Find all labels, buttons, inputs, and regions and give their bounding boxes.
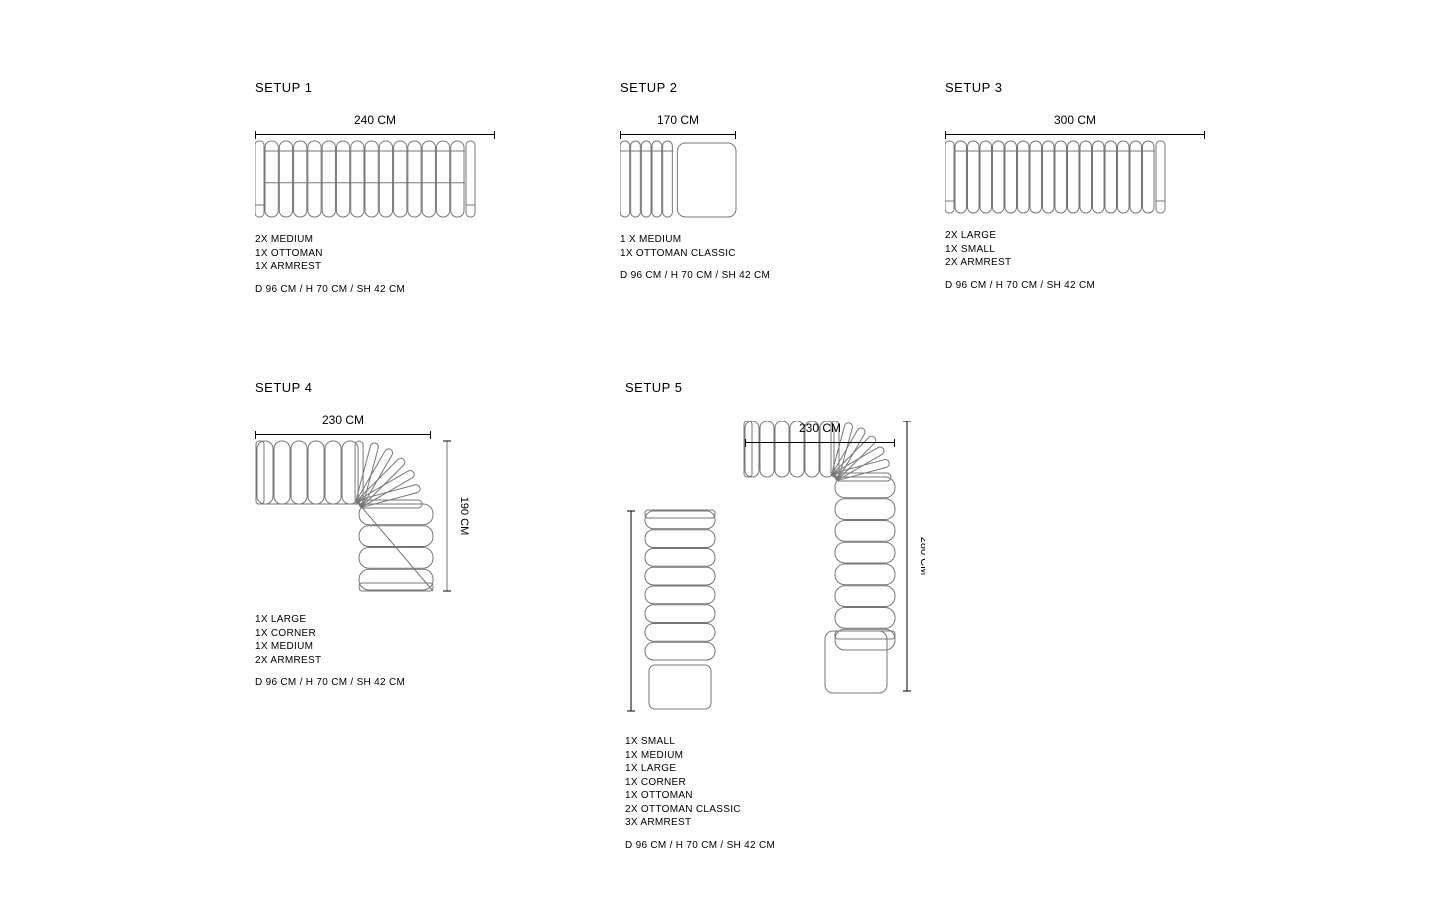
setup-3-components: 2X LARGE1X SMALL2X ARMREST xyxy=(945,229,1205,270)
setup-2-measure: D 96 CM / H 70 CM / SH 42 CM xyxy=(620,270,800,281)
setup-2-title: SETUP 2 xyxy=(620,80,800,95)
setup-3: SETUP 3 300 CM 2X LARGE1X SMALL2X ARMRES… xyxy=(945,80,1205,291)
component-line: 1X MEDIUM xyxy=(255,640,475,654)
component-line: 1X OTTOMAN xyxy=(625,789,885,803)
setup-2-width-label: 170 CM xyxy=(620,113,736,127)
component-line: 1X OTTOMAN CLASSIC xyxy=(620,247,800,261)
setup-3-title: SETUP 3 xyxy=(945,80,1205,95)
setup-1-measure: D 96 CM / H 70 CM / SH 42 CM xyxy=(255,284,495,295)
setup-4-width-label: 230 CM xyxy=(255,413,431,427)
component-line: 2X ARMREST xyxy=(945,256,1205,270)
setup-5-width-label: 230 CM xyxy=(745,421,895,435)
component-line: 1X CORNER xyxy=(255,627,475,641)
component-line: 1X ARMREST xyxy=(255,260,495,274)
setup-3-drawing xyxy=(945,139,1167,215)
component-line: 2X ARMREST xyxy=(255,654,475,668)
component-line: 2X MEDIUM xyxy=(255,233,495,247)
setup-4: SETUP 4 230 CM 190 CM 1X LARGE1X CORNER1… xyxy=(255,380,475,688)
setup-4-width-dim: 230 CM xyxy=(255,413,431,439)
component-line: 1X LARGE xyxy=(255,613,475,627)
component-line: 1X CORNER xyxy=(625,776,885,790)
setup-5-components: 1X SMALL1X MEDIUM1X LARGE1X CORNER1X OTT… xyxy=(625,735,885,830)
setup-1-components: 2X MEDIUM1X OTTOMAN1X ARMREST xyxy=(255,233,495,274)
setup-2: SETUP 2 170 CM 1 X MEDIUM1X OTTOMAN CLAS… xyxy=(620,80,800,281)
page: SETUP 1 240 CM 2X MEDIUM1X OTTOMAN1X ARM… xyxy=(0,0,1448,922)
component-line: 2X OTTOMAN CLASSIC xyxy=(625,803,885,817)
setup-5-title: SETUP 5 xyxy=(625,380,885,395)
setup-4-drawing: 190 CM xyxy=(255,439,471,599)
component-line: 1X MEDIUM xyxy=(625,749,885,763)
setup-4-measure: D 96 CM / H 70 CM / SH 42 CM xyxy=(255,677,475,688)
setup-1-width-dim: 240 CM xyxy=(255,113,495,139)
setup-3-measure: D 96 CM / H 70 CM / SH 42 CM xyxy=(945,280,1205,291)
component-line: 2X LARGE xyxy=(945,229,1205,243)
setup-1-title: SETUP 1 xyxy=(255,80,495,95)
setup-4-components: 1X LARGE1X CORNER1X MEDIUM2X ARMREST xyxy=(255,613,475,667)
component-line: 1X OTTOMAN xyxy=(255,247,495,261)
setup-3-width-label: 300 CM xyxy=(945,113,1205,127)
setup-1: SETUP 1 240 CM 2X MEDIUM1X OTTOMAN1X ARM… xyxy=(255,80,495,295)
setup-2-drawing xyxy=(620,139,738,219)
setup-5-width-dim: 230 CM xyxy=(745,421,895,447)
component-line: 1X SMALL xyxy=(625,735,885,749)
svg-text:280 CM: 280 CM xyxy=(918,537,925,576)
svg-text:190 CM: 190 CM xyxy=(458,497,470,536)
setup-1-drawing xyxy=(255,139,477,219)
setup-5-drawing: 280 CM220 CM xyxy=(625,421,925,721)
component-line: 1X LARGE xyxy=(625,762,885,776)
setup-4-title: SETUP 4 xyxy=(255,380,475,395)
setup-3-width-dim: 300 CM xyxy=(945,113,1205,139)
setup-2-components: 1 X MEDIUM1X OTTOMAN CLASSIC xyxy=(620,233,800,260)
setup-5: SETUP 5 230 CM 280 CM220 CM 1X SMALL1X M… xyxy=(625,380,885,851)
component-line: 3X ARMREST xyxy=(625,816,885,830)
setup-2-width-dim: 170 CM xyxy=(620,113,736,139)
component-line: 1X SMALL xyxy=(945,243,1205,257)
setup-5-measure: D 96 CM / H 70 CM / SH 42 CM xyxy=(625,840,885,851)
component-line: 1 X MEDIUM xyxy=(620,233,800,247)
setup-1-width-label: 240 CM xyxy=(255,113,495,127)
